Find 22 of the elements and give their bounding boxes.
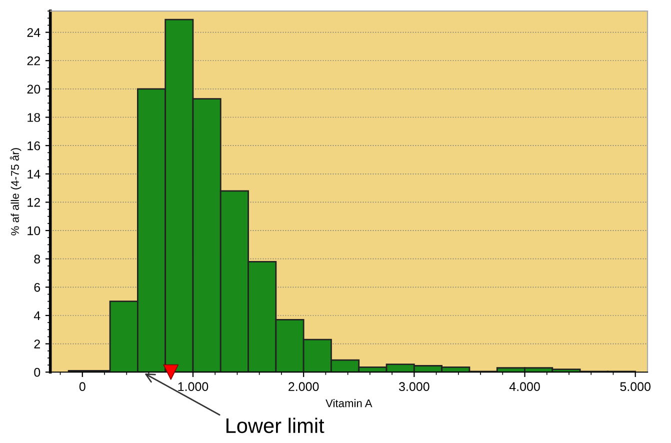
y-tick-label: 6 — [34, 282, 40, 292]
x-tick-label: 4.000 — [509, 382, 540, 392]
annotation: Lower limit — [226, 418, 324, 434]
y-tick-label: 12 — [28, 198, 40, 207]
y-tick-label: 2 — [34, 340, 40, 348]
y-tick-label: 8 — [34, 254, 40, 264]
x-tick-label: 2.000 — [288, 382, 319, 392]
y-tick-label: 22 — [27, 56, 40, 66]
x-tick-label: 3.000 — [399, 382, 430, 392]
y-tick-label: 18 — [28, 113, 40, 122]
y-tick-label: 0 — [34, 368, 40, 377]
x-tick-label: 0 — [79, 382, 86, 392]
y-tick-label: 20 — [27, 84, 40, 94]
x-tick-label: 5.000 — [620, 382, 651, 392]
y-tick-label: 16 — [28, 141, 40, 150]
y-tick-label: 10 — [28, 226, 40, 236]
y-tick-label: 24 — [27, 28, 40, 37]
y-tick-label: 14 — [28, 170, 40, 178]
x-axis-title: Vitamin A — [326, 399, 372, 408]
y-axis-title: % af alle (4-75 år) — [10, 148, 22, 236]
x-tick-label: 1.000 — [178, 382, 208, 392]
y-tick-label: 4 — [34, 311, 40, 320]
